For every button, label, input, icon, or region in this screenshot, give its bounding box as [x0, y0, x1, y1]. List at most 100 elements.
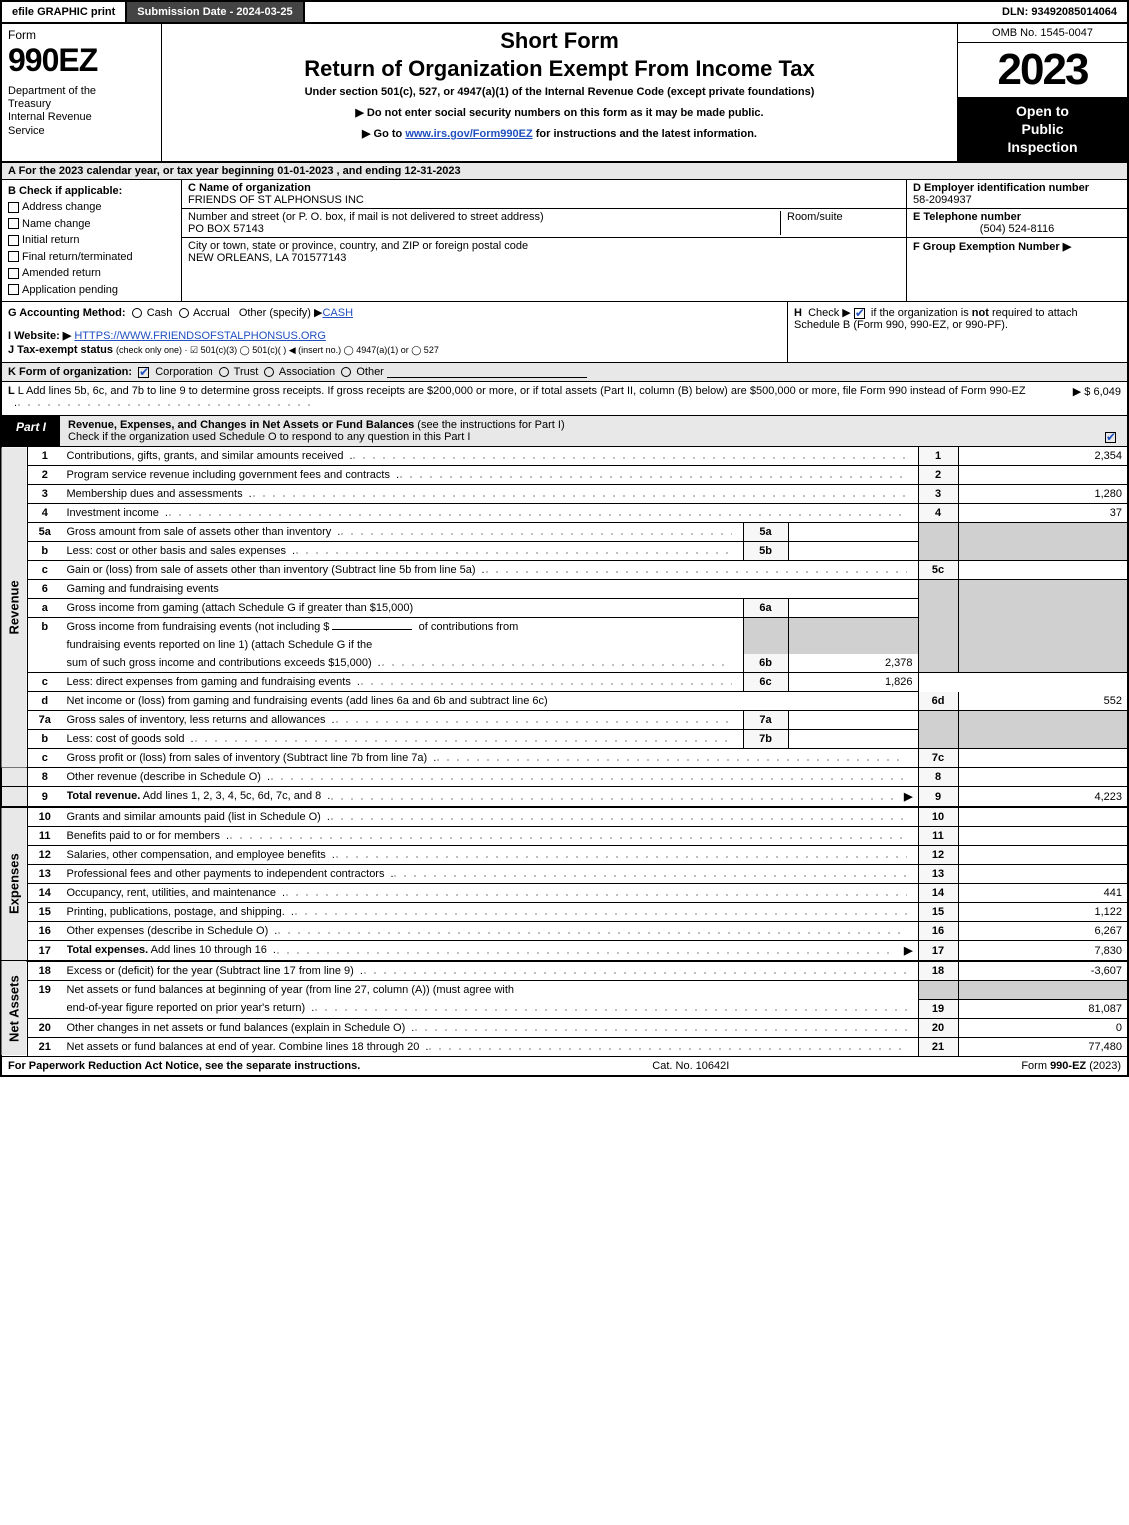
line-15: 15 Printing, publications, postage, and …	[1, 903, 1128, 922]
l19-desc2: end-of-year figure reported on prior yea…	[67, 1002, 306, 1014]
omb-number: OMB No. 1545-0047	[958, 24, 1127, 43]
page-footer: For Paperwork Reduction Act Notice, see …	[0, 1057, 1129, 1077]
l19-rv: 81,087	[958, 999, 1128, 1018]
financial-table: Revenue 1 Contributions, gifts, grants, …	[0, 447, 1129, 1057]
l9-rn: 9	[918, 787, 958, 808]
l10-rn: 10	[918, 807, 958, 827]
efile-print-button[interactable]: efile GRAPHIC print	[2, 2, 127, 22]
radio-other-org[interactable]	[341, 367, 351, 377]
line-2: 2 Program service revenue including gove…	[1, 466, 1128, 485]
street-label: Number and street (or P. O. box, if mail…	[188, 211, 544, 223]
l14-rn: 14	[918, 884, 958, 903]
radio-association[interactable]	[264, 367, 274, 377]
l7a-desc: Gross sales of inventory, less returns a…	[67, 714, 326, 726]
radio-cash[interactable]	[132, 308, 142, 318]
l13-rv	[958, 865, 1128, 884]
l7a-num: 7a	[28, 711, 62, 730]
section-c: C Name of organization FRIENDS OF ST ALP…	[182, 180, 907, 302]
section-k: K Form of organization: Corporation Trus…	[0, 363, 1129, 382]
part-1-title-suffix: (see the instructions for Part I)	[414, 419, 564, 431]
chk-initial-return[interactable]: Initial return	[8, 232, 175, 249]
l12-desc: Salaries, other compensation, and employ…	[67, 849, 326, 861]
l6b-sn-grey	[743, 618, 788, 655]
l16-desc: Other expenses (describe in Schedule O)	[67, 925, 269, 937]
line-9: 9 Total revenue. Add lines 1, 2, 3, 4, 5…	[1, 787, 1128, 808]
arrow-icon: ▶	[904, 790, 912, 803]
j-rest: (check only one) · ☑ 501(c)(3) ◯ 501(c)(…	[116, 345, 439, 355]
part-1-tag: Part I	[2, 416, 60, 446]
instruction-1: ▶ Do not enter social security numbers o…	[170, 106, 949, 119]
l14-desc: Occupancy, rent, utilities, and maintena…	[67, 887, 277, 899]
chk-application-pending[interactable]: Application pending	[8, 282, 175, 299]
side-label-revenue: Revenue	[1, 447, 28, 768]
part-1-desc: Revenue, Expenses, and Changes in Net As…	[60, 416, 573, 446]
l5a-sv	[788, 523, 918, 542]
l18-desc: Excess or (deficit) for the year (Subtra…	[67, 965, 354, 977]
l10-desc: Grants and similar amounts paid (list in…	[67, 811, 321, 823]
line-14: 14 Occupancy, rent, utilities, and maint…	[1, 884, 1128, 903]
l16-rn: 16	[918, 922, 958, 941]
l19-rn: 19	[918, 999, 958, 1018]
chk-corporation[interactable]	[138, 367, 149, 378]
g-lead: G Accounting Method:	[8, 307, 126, 319]
radio-trust[interactable]	[219, 367, 229, 377]
l7b-desc: Less: cost of goods sold	[67, 733, 185, 745]
l5ab-rv-grey	[958, 523, 1128, 561]
l6a-sn: 6a	[743, 599, 788, 618]
l6c-sn: 6c	[743, 673, 788, 692]
header-right: OMB No. 1545-0047 2023 Open toPublicInsp…	[957, 24, 1127, 161]
section-b: B Check if applicable: Address change Na…	[2, 180, 182, 302]
line-5c: c Gain or (loss) from sale of assets oth…	[1, 561, 1128, 580]
l6-num: 6	[28, 580, 62, 599]
tax-year: 2023	[958, 43, 1127, 98]
chk-address-change[interactable]: Address change	[8, 199, 175, 216]
open-to-public: Open toPublicInspection	[958, 98, 1127, 161]
l9-bold: Total revenue.	[67, 790, 141, 802]
chk-schedule-b-not-required[interactable]	[854, 308, 865, 319]
tax-exempt-status-row: J Tax-exempt status (check only one) · ☑…	[8, 344, 781, 356]
chk-amended-return[interactable]: Amended return	[8, 265, 175, 282]
section-l: L L Add lines 5b, 6c, and 7b to line 9 t…	[0, 382, 1129, 416]
side-label-expenses: Expenses	[1, 807, 28, 961]
l5c-num: c	[28, 561, 62, 580]
website-link[interactable]: HTTPS://WWW.FRIENDSOFSTALPHONSUS.ORG	[74, 330, 326, 342]
l9-num: 9	[28, 787, 62, 808]
irs-link[interactable]: www.irs.gov/Form990EZ	[405, 128, 532, 140]
l2-rn: 2	[918, 466, 958, 485]
line-16: 16 Other expenses (describe in Schedule …	[1, 922, 1128, 941]
l5ab-rn-grey	[918, 523, 958, 561]
l1-rv: 2,354	[958, 447, 1128, 466]
chk-final-return[interactable]: Final return/terminated	[8, 249, 175, 266]
l2-rv	[958, 466, 1128, 485]
l12-rn: 12	[918, 846, 958, 865]
l19-num: 19	[28, 981, 62, 1019]
line-1: Revenue 1 Contributions, gifts, grants, …	[1, 447, 1128, 466]
section-b-lead: B Check if applicable:	[8, 185, 122, 197]
l6-desc: Gaming and fundraising events	[62, 580, 919, 599]
l6d-desc: Net income or (loss) from gaming and fun…	[67, 695, 548, 707]
line-7c: c Gross profit or (loss) from sales of i…	[1, 749, 1128, 768]
l3-rv: 1,280	[958, 485, 1128, 504]
l15-num: 15	[28, 903, 62, 922]
chk-schedule-o-used[interactable]	[1105, 432, 1116, 443]
line-21: 21 Net assets or fund balances at end of…	[1, 1037, 1128, 1056]
l6c-num: c	[28, 673, 62, 692]
l14-rv: 441	[958, 884, 1128, 903]
group-exemption-row: F Group Exemption Number ▶	[907, 238, 1127, 255]
l18-num: 18	[28, 961, 62, 981]
l5a-num: 5a	[28, 523, 62, 542]
chk-name-change[interactable]: Name change	[8, 216, 175, 233]
l7c-num: c	[28, 749, 62, 768]
top-bar: efile GRAPHIC print Submission Date - 20…	[0, 0, 1129, 24]
l15-rv: 1,122	[958, 903, 1128, 922]
section-def: D Employer identification number 58-2094…	[907, 180, 1127, 302]
l1-num: 1	[28, 447, 62, 466]
line-10: Expenses 10 Grants and similar amounts p…	[1, 807, 1128, 827]
part-1-header: Part I Revenue, Expenses, and Changes in…	[0, 416, 1129, 447]
l5c-desc: Gain or (loss) from sale of assets other…	[67, 564, 476, 576]
section-gh: G Accounting Method: Cash Accrual Other …	[0, 302, 1129, 363]
instr2-pre: ▶ Go to	[362, 128, 405, 140]
radio-accrual[interactable]	[179, 308, 189, 318]
form-number: 990EZ	[8, 42, 155, 79]
l1-desc: Contributions, gifts, grants, and simila…	[67, 450, 344, 462]
